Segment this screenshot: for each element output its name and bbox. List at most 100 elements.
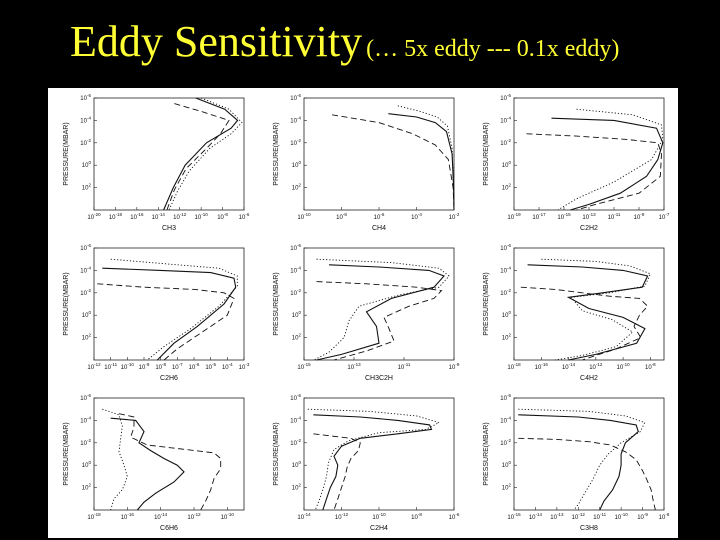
chart-panel-c4h2: 10-18 10-16 10-14 10-12 10-10 10-8 10-6 10-4 10-… bbox=[483, 243, 665, 382]
x-tick-label: 10-8 bbox=[411, 512, 422, 521]
series-line-dashed bbox=[526, 133, 662, 211]
x-tick-label: 10-8 bbox=[217, 212, 228, 221]
x-axis-label-ch3c2h: CH3C2H bbox=[365, 375, 393, 382]
series-line-dotted bbox=[541, 258, 652, 361]
x-tick-label: 10-2 bbox=[449, 212, 460, 221]
x-tick-label: 10-16 bbox=[535, 362, 549, 371]
y-tick-label: 100 bbox=[82, 310, 92, 319]
series-line-solid bbox=[313, 414, 433, 511]
y-tick-label: 10-6 bbox=[500, 93, 511, 102]
x-tick-label: 10-10 bbox=[615, 512, 629, 521]
x-tick-label: 10-15 bbox=[507, 512, 521, 521]
x-tick-label: 10-15 bbox=[297, 362, 311, 371]
x-tick-label: 10-9 bbox=[139, 362, 150, 371]
x-axis-label-c2h4: C2H4 bbox=[370, 525, 388, 532]
y-tick-label: 10-6 bbox=[500, 243, 511, 252]
x-tick-label: 10-18 bbox=[507, 362, 521, 371]
y-tick-label: 102 bbox=[82, 483, 92, 492]
x-axis-label-c2h6: C2H6 bbox=[160, 375, 178, 382]
series-line-solid bbox=[527, 264, 649, 361]
x-tick-label: 10-18 bbox=[87, 512, 101, 521]
series-line-dotted bbox=[397, 105, 455, 211]
y-tick-label: 100 bbox=[292, 160, 302, 169]
y-tick-label: 10-4 bbox=[290, 265, 301, 274]
plot-frame bbox=[93, 397, 245, 511]
chart-panel-c2h2: 10-19 10-17 10-15 10-13 10-11 10-9 10-7 10-6 10-… bbox=[483, 93, 670, 232]
y-tick-label: 10-2 bbox=[500, 138, 511, 147]
y-tick-label: 10-4 bbox=[80, 415, 91, 424]
y-tick-label: 10-2 bbox=[500, 438, 511, 447]
series-line-dotted bbox=[313, 258, 450, 361]
x-tick-label: 10-8 bbox=[155, 362, 166, 371]
chart-panel-c3h8: 10-15 10-14 10-13 10-12 10-11 10-10 10-9 10-8 10… bbox=[483, 393, 670, 532]
x-axis-label-ch3: CH3 bbox=[162, 225, 176, 232]
y-tick-label: 10-6 bbox=[80, 393, 91, 402]
y-tick-label: 10-6 bbox=[80, 93, 91, 102]
y-tick-label: 102 bbox=[502, 183, 512, 192]
x-tick-label: 10-3 bbox=[239, 362, 250, 371]
y-tick-label: 10-2 bbox=[290, 288, 301, 297]
plot-frame bbox=[303, 97, 455, 211]
y-tick-label: 102 bbox=[292, 183, 302, 192]
x-tick-label: 10-7 bbox=[172, 362, 183, 371]
y-tick-label: 100 bbox=[502, 160, 512, 169]
chart-panel-ch3: 10-20 10-18 10-16 10-14 10-12 10-10 10-8 10-6 10… bbox=[63, 93, 250, 232]
x-tick-label: 10-9 bbox=[634, 212, 645, 221]
x-tick-label: 10-8 bbox=[645, 362, 656, 371]
y-axis-label: PRESSURE(MBAR) bbox=[273, 272, 280, 335]
y-tick-label: 100 bbox=[82, 160, 92, 169]
plot-frame bbox=[93, 97, 245, 211]
x-tick-label: 10-6 bbox=[374, 212, 385, 221]
title-subtitle: (… 5x eddy --- 0.1x eddy) bbox=[366, 36, 620, 62]
x-tick-label: 10-12 bbox=[572, 512, 586, 521]
series-line-dashed bbox=[316, 281, 443, 361]
y-axis-label: PRESSURE(MBAR) bbox=[483, 122, 490, 185]
series-line-dashed bbox=[520, 286, 649, 361]
y-axis-label: PRESSURE(MBAR) bbox=[273, 422, 280, 485]
y-tick-label: 102 bbox=[82, 333, 92, 342]
x-axis-label-c3h8: C3H8 bbox=[580, 525, 598, 532]
series-line-solid bbox=[110, 417, 185, 511]
x-tick-label: 10-17 bbox=[532, 212, 546, 221]
x-tick-label: 10-10 bbox=[372, 512, 386, 521]
x-tick-label: 10-6 bbox=[189, 362, 200, 371]
slide-title: Eddy Sensitivity (… 5x eddy --- 0.1x edd… bbox=[70, 16, 710, 76]
x-tick-label: 10-10 bbox=[195, 212, 209, 221]
y-tick-label: 100 bbox=[502, 310, 512, 319]
y-tick-label: 10-2 bbox=[80, 288, 91, 297]
x-tick-label: 10-13 bbox=[347, 362, 361, 371]
x-tick-label: 10-7 bbox=[659, 212, 670, 221]
series-line-dashed bbox=[118, 413, 222, 511]
series-line-dotted bbox=[307, 408, 441, 511]
x-tick-label: 10-14 bbox=[297, 512, 311, 521]
y-tick-label: 10-6 bbox=[290, 393, 301, 402]
series-line-solid bbox=[102, 267, 237, 361]
y-tick-label: 10-6 bbox=[500, 393, 511, 402]
x-tick-label: 10-14 bbox=[154, 512, 168, 521]
x-tick-label: 10-16 bbox=[130, 212, 144, 221]
x-tick-label: 10-10 bbox=[221, 512, 235, 521]
series-line-dotted bbox=[518, 408, 646, 511]
y-tick-label: 10-2 bbox=[80, 438, 91, 447]
y-tick-label: 10-2 bbox=[290, 138, 301, 147]
x-tick-label: 10-10 bbox=[616, 362, 630, 371]
x-tick-label: 10-20 bbox=[87, 212, 101, 221]
x-tick-label: 10-8 bbox=[336, 212, 347, 221]
y-tick-label: 10-6 bbox=[290, 93, 301, 102]
series-line-solid bbox=[316, 264, 445, 361]
x-tick-label: 10-12 bbox=[589, 362, 603, 371]
x-tick-label: 10-12 bbox=[335, 512, 349, 521]
x-tick-label: 10-15 bbox=[557, 212, 571, 221]
y-tick-label: 10-4 bbox=[80, 115, 91, 124]
y-axis-label: PRESSURE(MBAR) bbox=[63, 422, 70, 485]
series-line-dashed bbox=[166, 103, 230, 211]
plot-frame bbox=[303, 247, 455, 361]
x-tick-label: 10-4 bbox=[222, 362, 233, 371]
y-tick-label: 102 bbox=[502, 483, 512, 492]
series-line-solid bbox=[518, 414, 639, 511]
y-tick-label: 10-4 bbox=[500, 415, 511, 424]
y-tick-label: 100 bbox=[292, 310, 302, 319]
y-tick-label: 100 bbox=[292, 460, 302, 469]
x-tick-label: 10-9 bbox=[449, 362, 460, 371]
